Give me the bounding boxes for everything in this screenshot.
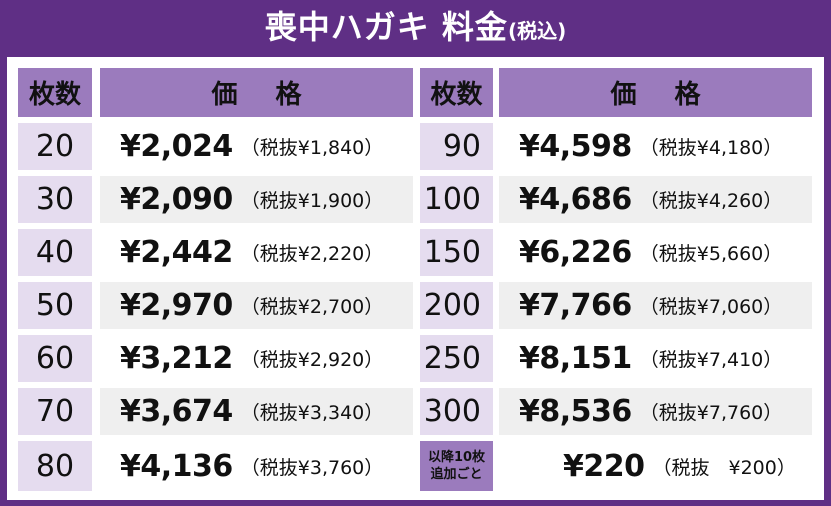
right-count-6: 300 xyxy=(420,388,493,435)
extra-row-price: ¥220 xyxy=(563,448,645,484)
left-count-6: 70 xyxy=(18,388,92,435)
right-count-2: 100 xyxy=(420,176,493,223)
right-price-4: ¥7,766 xyxy=(519,288,632,323)
left-excl-3: （税抜¥2,220） xyxy=(240,243,384,265)
left-price-5: ¥3,212 xyxy=(120,341,233,376)
left-price-row-7: ¥4,136 （税抜¥3,760） xyxy=(100,441,413,491)
title-main: 喪中ハガキ 料金 xyxy=(264,8,508,46)
left-price-row-3: ¥2,442 （税抜¥2,220） xyxy=(100,229,413,276)
left-price-row-5: ¥3,212 （税抜¥2,920） xyxy=(100,335,413,382)
right-excl-2: （税抜¥4,260） xyxy=(639,190,783,212)
right-price-row-3: ¥6,226 （税抜¥5,660） xyxy=(499,229,812,276)
left-price-3: ¥2,442 xyxy=(120,235,233,270)
left-price-row-4: ¥2,970 （税抜¥2,700） xyxy=(100,282,413,329)
right-price-row-5: ¥8,151 （税抜¥7,410） xyxy=(499,335,812,382)
title-tax-note: (税込) xyxy=(507,19,567,43)
header-count-left: 枚数 xyxy=(18,68,92,117)
price-table: 枚数 価格 枚数 価格 20 ¥2,024 （税抜¥1,840） 30 ¥2,09… xyxy=(7,57,824,500)
left-price-row-2: ¥2,090 （税抜¥1,900） xyxy=(100,176,413,223)
left-price-1: ¥2,024 xyxy=(120,129,233,164)
extra-row-label-line1: 以降10枚 xyxy=(427,450,486,465)
right-excl-1: （税抜¥4,180） xyxy=(639,137,783,159)
left-excl-6: （税抜¥3,340） xyxy=(240,402,384,424)
header-price-left-a: 価 xyxy=(211,80,238,110)
header-price-right-b: 格 xyxy=(674,80,701,110)
right-excl-5: （税抜¥7,410） xyxy=(639,349,783,371)
extra-row-excl: （税抜 ¥200） xyxy=(652,456,796,479)
right-price-row-1: ¥4,598 （税抜¥4,180） xyxy=(499,123,812,170)
right-count-5: 250 xyxy=(420,335,493,382)
left-count-7: 80 xyxy=(18,441,92,491)
header-price-left-b: 格 xyxy=(275,80,302,110)
left-excl-2: （税抜¥1,900） xyxy=(240,190,384,212)
right-count-4: 200 xyxy=(420,282,493,329)
right-excl-6: （税抜¥7,760） xyxy=(639,402,783,424)
left-price-2: ¥2,090 xyxy=(120,182,233,217)
left-price-row-6: ¥3,674 （税抜¥3,340） xyxy=(100,388,413,435)
right-price-2: ¥4,686 xyxy=(519,182,632,217)
right-price-6: ¥8,536 xyxy=(519,394,632,429)
left-price-row-1: ¥2,024 （税抜¥1,840） xyxy=(100,123,413,170)
header-price-right: 価格 xyxy=(499,68,812,117)
left-price-7: ¥4,136 xyxy=(120,448,233,484)
left-count-4: 50 xyxy=(18,282,92,329)
header-count-left-label: 枚数 xyxy=(28,80,81,110)
header-count-right: 枚数 xyxy=(420,68,493,117)
left-count-3: 40 xyxy=(18,229,92,276)
right-count-3: 150 xyxy=(420,229,493,276)
left-excl-4: （税抜¥2,700） xyxy=(240,296,384,318)
right-price-row-4: ¥7,766 （税抜¥7,060） xyxy=(499,282,812,329)
right-count-1: 90 xyxy=(420,123,493,170)
left-count-5: 60 xyxy=(18,335,92,382)
right-excl-3: （税抜¥5,660） xyxy=(639,243,783,265)
left-price-6: ¥3,674 xyxy=(120,394,233,429)
header-price-left: 価格 xyxy=(100,68,413,117)
header-price-right-a: 価 xyxy=(610,80,637,110)
left-count-2: 30 xyxy=(18,176,92,223)
left-excl-5: （税抜¥2,920） xyxy=(240,349,384,371)
right-price-5: ¥8,151 xyxy=(519,341,632,376)
left-excl-1: （税抜¥1,840） xyxy=(240,137,384,159)
right-price-3: ¥6,226 xyxy=(519,235,632,270)
extra-row-price-row: ¥220 （税抜 ¥200） xyxy=(499,441,812,491)
right-price-row-2: ¥4,686 （税抜¥4,260） xyxy=(499,176,812,223)
extra-row-label: 以降10枚追加ごと xyxy=(420,441,493,491)
header-count-right-label: 枚数 xyxy=(430,80,483,110)
extra-row-label-line2: 追加ごと xyxy=(430,467,483,482)
left-count-1: 20 xyxy=(18,123,92,170)
left-excl-7: （税抜¥3,760） xyxy=(240,456,384,479)
right-excl-4: （税抜¥7,060） xyxy=(639,296,783,318)
right-price-1: ¥4,598 xyxy=(519,129,632,164)
page-title: 喪中ハガキ 料金(税込) xyxy=(0,0,831,52)
right-price-row-6: ¥8,536 （税抜¥7,760） xyxy=(499,388,812,435)
left-price-4: ¥2,970 xyxy=(120,288,233,323)
